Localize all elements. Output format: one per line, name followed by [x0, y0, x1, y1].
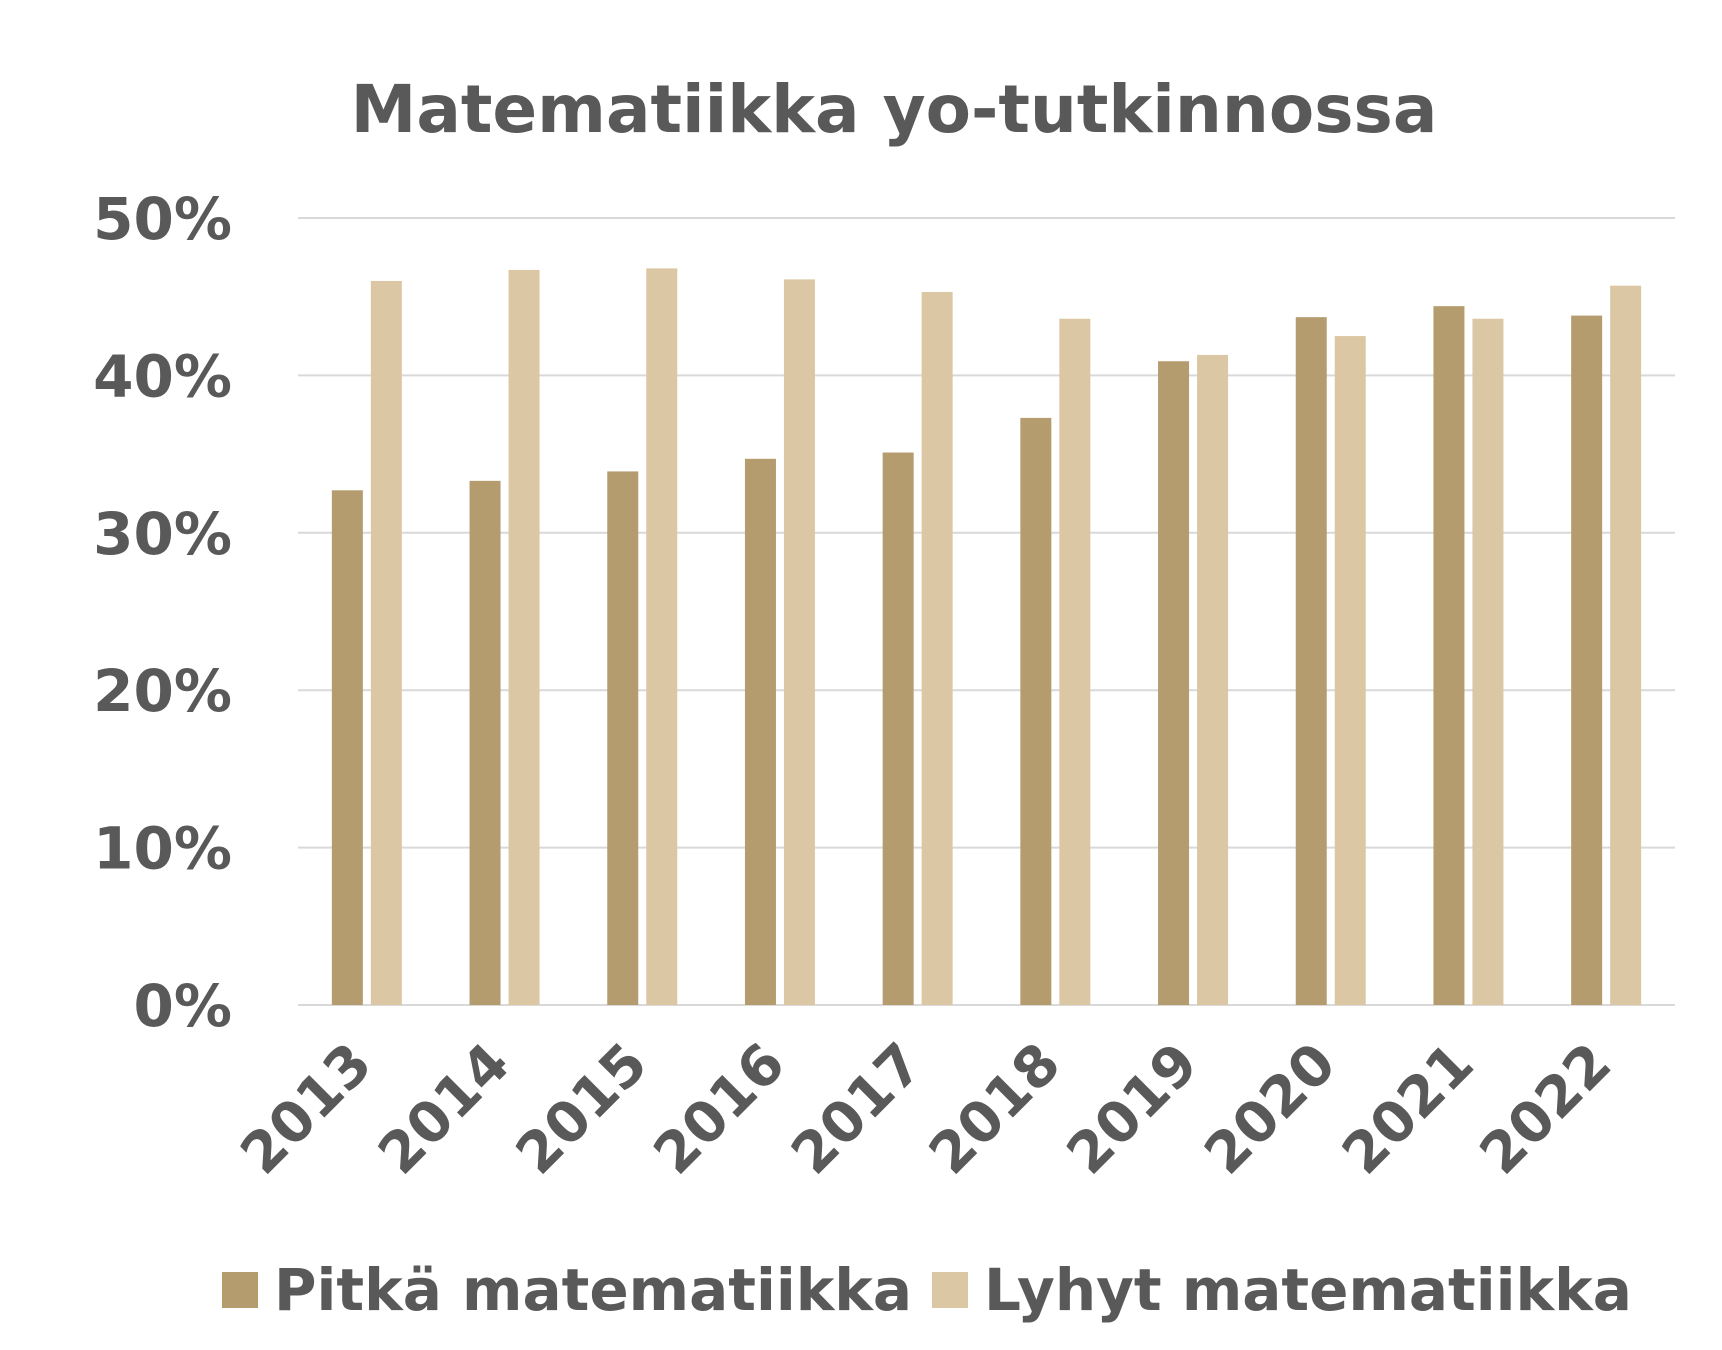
bar-lyhyt-2022 — [1610, 285, 1642, 1005]
x-category-label: 2019 — [1055, 1031, 1211, 1187]
y-tick-label: 0% — [134, 972, 232, 1040]
bar-lyhyt-2013 — [370, 280, 402, 1006]
bar-pitka-2018 — [1020, 417, 1052, 1005]
x-category-label: 2022 — [1468, 1031, 1624, 1187]
legend-label: Pitkä matematiikka — [274, 1256, 912, 1324]
legend-swatch — [932, 1272, 968, 1308]
y-tick-label: 30% — [93, 500, 232, 568]
x-category-label: 2017 — [779, 1031, 935, 1187]
bar-pitka-2015 — [607, 471, 639, 1005]
y-tick-label: 20% — [93, 657, 232, 725]
y-tick-label: 10% — [93, 815, 232, 883]
bar-lyhyt-2019 — [1197, 354, 1229, 1005]
x-category-label: 2013 — [229, 1031, 385, 1187]
x-category-label: 2021 — [1330, 1031, 1486, 1187]
x-category-label: 2015 — [504, 1031, 660, 1187]
y-axis-ticks: 0% 10% 20% 30% 40% 50% — [93, 185, 232, 1040]
bar-lyhyt-2016 — [783, 279, 815, 1005]
bar-pitka-2022 — [1571, 315, 1603, 1005]
x-category-label: 2018 — [917, 1031, 1073, 1187]
y-tick-label: 50% — [93, 185, 232, 253]
legend-label: Lyhyt matematiikka — [984, 1256, 1632, 1324]
bar-pitka-2021 — [1433, 306, 1465, 1005]
bar-lyhyt-2014 — [508, 269, 540, 1005]
gridlines — [298, 217, 1675, 1006]
x-category-label: 2016 — [642, 1031, 798, 1187]
bar-lyhyt-2015 — [646, 268, 678, 1005]
bar-lyhyt-2017 — [921, 291, 953, 1005]
bar-pitka-2019 — [1158, 361, 1190, 1005]
bar-pitka-2014 — [469, 480, 501, 1005]
bar-lyhyt-2021 — [1472, 318, 1504, 1006]
legend-swatch — [222, 1272, 258, 1308]
bar-lyhyt-2018 — [1059, 318, 1091, 1006]
legend: Pitkä matematiikka Lyhyt matematiikka — [222, 1256, 1632, 1324]
x-category-label: 2014 — [366, 1031, 522, 1187]
bar-pitka-2020 — [1295, 317, 1327, 1005]
x-category-label: 2020 — [1192, 1031, 1348, 1187]
bar-lyhyt-2020 — [1334, 336, 1366, 1005]
bars — [331, 268, 1642, 1006]
chart-title: Matematiikka yo-tutkinnossa — [351, 71, 1438, 148]
bar-pitka-2017 — [882, 452, 914, 1005]
bar-pitka-2013 — [331, 490, 363, 1005]
bar-pitka-2016 — [744, 458, 776, 1005]
y-tick-label: 40% — [93, 342, 232, 410]
